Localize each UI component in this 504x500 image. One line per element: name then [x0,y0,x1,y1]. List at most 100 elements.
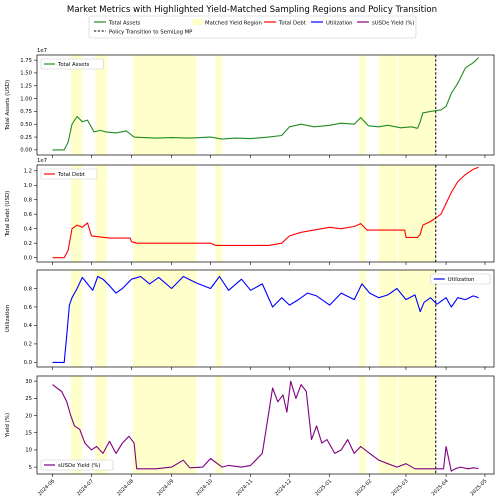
matched-yield-region [359,376,366,474]
y-tick-label: 0.0 [24,255,33,261]
y-axis-label: Total Assets (USD) [5,80,11,131]
y-tick-label: 25 [25,396,32,402]
y-axis-label: Yield (%) [5,413,11,438]
y-tick-label: 0.2 [24,342,32,348]
axes-frame [36,269,495,368]
matched-yield-region [132,376,197,474]
matched-yield-region [70,376,83,474]
legend-label-susde-yield: sUSDe Yield (%) [372,21,414,27]
x-tick-label: 2024-10 [195,478,214,497]
y-tick-label: 5 [29,465,32,471]
matched-yield-region [95,376,107,474]
x-tick-label: 2024-09 [156,478,175,497]
matched-yield-region [378,376,397,474]
y-tick-label: 1.00 [20,96,32,102]
matched-yield-region [378,270,397,367]
y-tick-label: 0.75 [20,109,32,115]
matched-yield-region [132,165,197,262]
axes-frame [36,375,495,475]
matched-yield-region [70,270,83,367]
matched-yield-region [95,270,107,367]
panels: 0.00 0.2 5 0.50 0.75 1.00 1.25 1.50 1.75 Total As… [5,48,495,497]
legend-label-utilization: Utilization [326,21,353,27]
panel-4: 5 10 15 20 25 30 Yield (%) sUSDe Yield (%) 2024-… [5,375,495,497]
matched-yield-region [132,270,197,367]
matched-yield-region [215,55,223,155]
axes-frame [36,54,495,156]
matched-yield-region [70,55,83,155]
panel-legend-frame [40,459,114,471]
matched-yield-region [398,270,436,367]
x-tick-label: 2025-03 [390,478,409,497]
offset-text: 1e7 [37,158,47,164]
panel-legend-label: sUSDe Yield (%) [58,463,100,469]
x-tick-label: 2025-02 [354,478,373,497]
matched-yield-region [132,55,197,155]
x-tick-label: 2025-01 [314,478,333,497]
matched-yield-region [398,165,436,262]
panel-legend-frame [40,58,104,70]
y-tick-label: 0.4 [24,227,33,233]
legend-frame [88,15,417,39]
x-tick-label: 2025-04 [431,478,450,497]
matched-yield-region [215,165,223,262]
y-tick-label: 0.2 [24,241,32,247]
y-tick-label: 0.8 [24,198,33,204]
y-tick-label: 30 [25,379,32,385]
legend-label-total-debt: Total Debt [278,21,306,27]
matched-yield-region [378,55,397,155]
y-tick-label: 1.2 [24,169,32,175]
panel-legend-label: Total Assets [57,62,90,68]
matched-yield-region [215,376,223,474]
series-line-1 [52,57,479,151]
legend-label-total-assets: Total Assets [108,21,141,27]
matched-yield-region [215,270,223,367]
y-tick-label: 10 [25,448,32,454]
matched-yield-region [359,165,366,262]
y-tick-label: 0.00 [20,148,32,154]
matched-yield-region [359,270,366,367]
x-tick-label: 2024-12 [274,478,293,497]
x-tick-label: 2024-06 [37,478,56,497]
y-tick-label: 1.75 [20,58,32,64]
matched-yield-region [359,55,366,155]
matched-yield-region [378,165,397,262]
figure-title: Market Metrics with Highlighted Yield-Ma… [67,5,437,15]
y-axis-label: Utilization [5,304,11,332]
matched-yield-region [398,376,436,474]
legend-swatch-matched-yield-region [192,19,204,25]
panel-legend-frame [40,168,98,180]
panel-1: 0.00 0.25 0.50 0.75 1.00 1.25 1.50 1.75 Total As… [5,48,495,158]
legend-label-matched-yield-region: Matched Yield Region [205,21,262,27]
y-tick-label: 1.25 [20,84,32,90]
y-tick-label: 0.0 [24,360,33,366]
panel-2: 0.0 0.2 0.4 0.6 0.8 1.0 1.2 Total Debt (USD) 1e7… [5,158,495,265]
panel-3: 0.0 0.2 0.4 0.6 0.8 Utilization Utilization [5,269,495,370]
matched-yield-region [70,165,83,262]
x-tick-label: 2024-07 [76,478,95,497]
panel-legend-frame [430,273,491,285]
matched-yield-region [95,165,107,262]
series-line-4 [52,380,479,472]
y-tick-label: 20 [25,413,32,419]
y-tick-label: 0.50 [20,122,32,128]
y-tick-label: 0.6 [24,212,33,218]
panel-legend-label: Total Debt [57,172,85,178]
matched-yield-region [95,55,107,155]
x-tick-label: 2025-05 [469,478,488,497]
y-tick-label: 0.6 [24,305,33,311]
y-tick-label: 0.8 [24,286,33,292]
y-tick-label: 1.0 [24,183,33,189]
panel-legend-label: Utilization [448,277,475,283]
x-tick-label: 2024-11 [235,478,254,497]
y-tick-label: 0.4 [24,323,33,329]
legend-label-policy-transition: Policy Transition to SemiLog MP [109,30,193,36]
offset-text: 1e7 [37,48,47,54]
figure-legend: Total Assets Matched Yield Region Total … [88,15,417,39]
series-line-2 [52,166,479,259]
y-axis-label: Total Debt (USD) [5,191,11,238]
series-line-3 [52,275,479,363]
y-tick-label: 1.50 [20,71,32,77]
matched-yield-region [398,55,436,155]
